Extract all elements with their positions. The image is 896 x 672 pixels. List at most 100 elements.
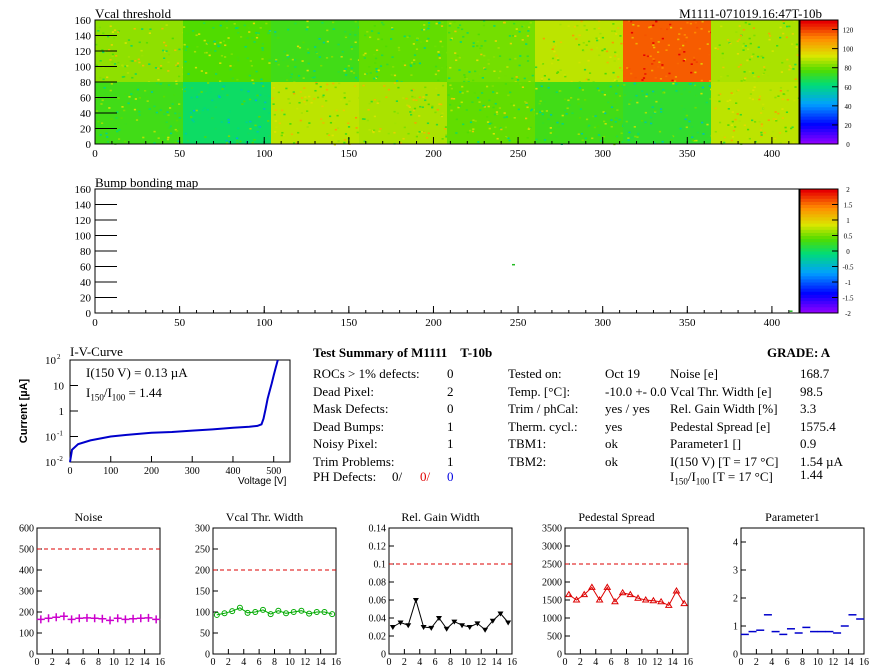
pixel-noise [292, 59, 294, 61]
pixel-noise [428, 104, 430, 106]
x-tick-label: 0 [211, 657, 216, 668]
colorscale-cell [800, 192, 838, 196]
pixel-noise [207, 42, 209, 44]
y-tick-label: 100 [75, 62, 92, 74]
pixel-noise [428, 25, 430, 27]
pixel-noise [321, 22, 323, 24]
bump-point [512, 264, 515, 266]
pixel-noise [624, 94, 626, 96]
colorscale-tick-label: -1 [845, 279, 851, 287]
pixel-noise [777, 113, 779, 115]
pixel-noise [564, 76, 566, 78]
iv-x-tick-label: 300 [185, 466, 200, 477]
pixel-noise [215, 106, 217, 108]
pixel-noise [227, 119, 229, 121]
colorscale-cell [800, 110, 838, 114]
pixel-noise [144, 90, 146, 92]
pixel-noise [166, 121, 168, 123]
pixel-noise [601, 50, 603, 52]
colorscale-cell [800, 285, 838, 289]
pixel-noise [294, 23, 296, 25]
pixel-noise [228, 122, 230, 124]
pixel-noise [583, 42, 585, 44]
pixel-noise [326, 133, 328, 135]
pixel-noise [757, 76, 759, 78]
pixel-noise [690, 72, 692, 74]
pixel-noise [558, 126, 560, 128]
pixel-noise [286, 55, 288, 57]
pixel-noise [163, 58, 165, 60]
colorscale-tick-label: 2 [846, 186, 850, 194]
pixel-noise [598, 134, 600, 136]
pixel-noise [479, 109, 481, 111]
pixel-noise [775, 111, 777, 113]
pixel-noise [745, 22, 747, 24]
pixel-noise [614, 60, 616, 62]
pixel-noise [322, 96, 324, 98]
pixel-noise [97, 30, 99, 32]
pixel-noise [686, 37, 688, 39]
pixel-noise [414, 108, 416, 110]
pixel-noise [496, 113, 498, 115]
pixel-noise [240, 36, 242, 38]
pixel-noise [691, 126, 693, 128]
pixel-noise [601, 91, 603, 93]
pixel-noise [505, 75, 507, 77]
pixel-noise [466, 32, 468, 34]
pixel-noise [320, 86, 322, 88]
pixel-noise [249, 99, 251, 101]
pixel-noise [214, 128, 216, 130]
pixel-noise [597, 126, 599, 128]
pixel-noise [141, 28, 143, 30]
plot-pedestal-spread: Pedestal Spread0 2 4 6 8 10 12 14 16050010001500… [542, 510, 693, 668]
pixel-noise [149, 28, 151, 30]
pixel-noise [229, 65, 231, 67]
data-point [566, 592, 572, 597]
pixel-noise [694, 107, 696, 109]
summary-left-value-2: 0 [447, 401, 454, 417]
pixel-noise [619, 35, 621, 37]
colorscale-cell [800, 135, 838, 139]
pixel-noise [499, 55, 501, 57]
pixel-noise [428, 22, 430, 24]
pixel-noise [758, 99, 760, 101]
pixel-noise [378, 32, 380, 34]
pixel-noise [300, 120, 302, 122]
pixel-noise [174, 49, 176, 51]
x-tick-label: 2 [50, 657, 55, 668]
pixel-noise [335, 129, 337, 131]
pixel-noise [424, 47, 426, 49]
pixel-noise [720, 26, 722, 28]
pixel-noise [196, 46, 198, 48]
summary-left-label-3: Dead Bumps: [313, 419, 384, 435]
y-tick-label: 0.04 [369, 614, 387, 625]
pixel-noise [660, 90, 662, 92]
pixel-noise [714, 108, 716, 110]
pixel-noise [594, 115, 596, 117]
pixel-noise [547, 118, 549, 120]
pixel-noise [300, 91, 302, 93]
pixel-noise [268, 95, 270, 97]
pixel-noise [507, 94, 509, 96]
pixel-noise [198, 112, 200, 114]
pixel-noise [580, 108, 582, 110]
pixel-noise [654, 110, 656, 112]
pixel-noise [580, 21, 582, 23]
pixel-noise [661, 67, 663, 69]
y-tick-label: 1500 [542, 596, 562, 607]
pixel-noise [196, 96, 198, 98]
x-tick-label: 50 [174, 148, 186, 160]
pixel-noise [326, 57, 328, 59]
pixel-noise [221, 121, 223, 123]
pixel-noise [431, 107, 433, 109]
pixel-noise [416, 136, 418, 138]
pixel-noise [194, 51, 196, 53]
pixel-noise [325, 100, 327, 102]
summary-right-value-3: 1575.4 [800, 419, 836, 435]
pixel-noise [795, 78, 797, 80]
summary-right-label-3: Pedestal Spread [e] [670, 419, 770, 435]
plot-frame [565, 528, 688, 654]
y-tick-label: 3000 [542, 542, 562, 553]
pixel-noise [405, 85, 407, 87]
pixel-noise [591, 49, 593, 51]
